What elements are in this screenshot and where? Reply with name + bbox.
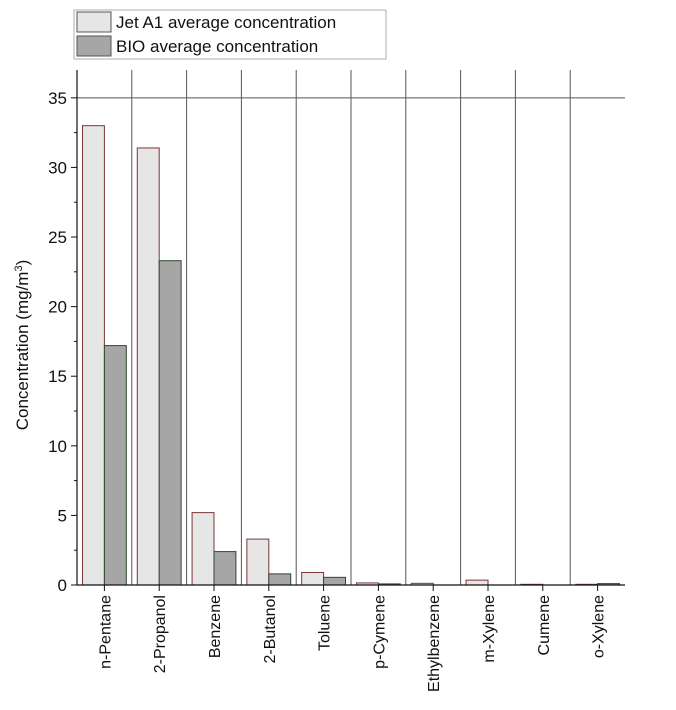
bar-jet-a1-m-xylene [465,579,489,586]
y-tick-label: 5 [58,506,67,525]
x-category-label: m-Xylene [481,595,498,663]
legend-box [73,9,387,60]
legend: Jet A1 average concentration BIO average… [73,9,387,60]
y-tick-label: 10 [48,437,67,456]
y-tick-label: 30 [48,158,67,177]
bar-bio-benzene [213,551,237,586]
x-category-labels: n-Pentane 2-Propanol Benzene 2-Butanol Tolue… [97,585,608,692]
x-category-label: o-Xylene [591,595,608,658]
y-tick-label: 0 [58,576,67,595]
bar-jet-a1-2-propanol [136,147,160,586]
x-category-label: n-Pentane [97,595,114,669]
y-tick-label: 20 [48,298,67,317]
x-category-label: Cumene [536,595,553,656]
axes [76,70,625,586]
bar-bio-2-propanol [158,260,182,586]
bar-jet-a1-2-butanol [246,538,270,586]
legend-swatch-jet-a1 [76,11,112,33]
x-category-label: Toluene [317,595,334,651]
y-tick-label: 35 [48,89,67,108]
legend-label-jet-a1: Jet A1 average concentration [116,13,336,32]
x-category-label: p-Cymene [371,595,388,669]
legend-label-bio: BIO average concentration [116,37,318,56]
legend-swatch-bio [76,35,112,57]
bar-jet-a1-toluene [301,571,325,586]
bar-bio-n-pentane [103,345,127,586]
bar-jet-a1-benzene [191,512,215,586]
gridlines [77,70,625,585]
bars [81,125,621,586]
y-tick-label: 25 [48,228,67,247]
y-axis-title: Concentration (mg/m3) [13,260,32,431]
bar-jet-a1-n-pentane [81,125,105,586]
x-category-label: Benzene [207,595,224,658]
bar-bio-2-butanol [268,573,292,586]
y-ticks: 0 5 10 15 20 25 30 35 [48,89,77,595]
x-category-label: 2-Butanol [262,595,279,664]
x-category-label: 2-Propanol [152,595,169,673]
y-tick-label: 15 [48,367,67,386]
bar-bio-toluene [323,576,347,586]
x-category-label: Ethylbenzene [426,595,443,692]
